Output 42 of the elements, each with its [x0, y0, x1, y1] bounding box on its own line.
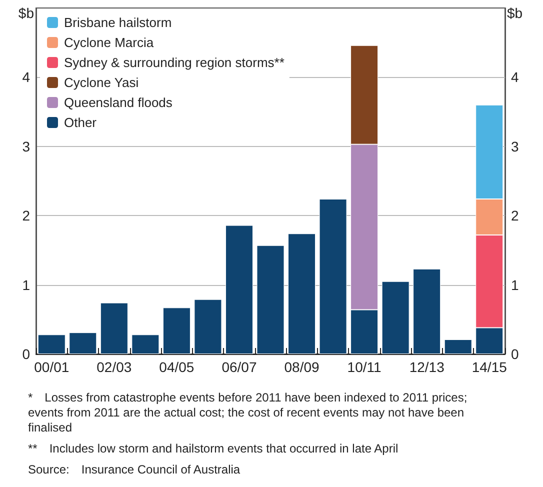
legend-label: Cyclone Yasi [64, 75, 139, 90]
bar [225, 225, 253, 354]
legend-label: Cyclone Marcia [64, 35, 154, 50]
x-tick-label: 14/15 [472, 359, 508, 375]
x-tick-label: 02/03 [96, 359, 132, 375]
bar [100, 302, 128, 354]
y-tick-label: 0 [22, 346, 30, 362]
y-tick-label: 3 [22, 138, 30, 154]
bar [382, 281, 410, 354]
y2-tick-label: 0 [511, 346, 519, 362]
y2-tick-label: 4 [511, 69, 519, 86]
bar [194, 299, 222, 354]
y-tick-label: 1 [22, 276, 30, 293]
y2-tick-label: 2 [511, 208, 519, 224]
bar [319, 198, 347, 354]
x-tick-label: 04/05 [159, 359, 194, 375]
x-tick-label: 06/07 [222, 359, 257, 375]
bar [162, 308, 190, 354]
y-axis-title: $b [18, 5, 34, 21]
legend-label: Queensland floods [64, 95, 173, 110]
source-note: Source: Insurance Council of Australia [28, 462, 240, 476]
text: ** Includes low storm and hailstorm events that occurred in late April [28, 442, 398, 456]
bar [132, 334, 160, 354]
bar [288, 234, 316, 354]
bar [38, 334, 66, 354]
x-tick-label: 12/13 [409, 359, 445, 375]
bar [444, 339, 472, 354]
legend-label: Brisbane hailstorm [64, 15, 172, 30]
y2-tick-label: 1 [511, 276, 519, 293]
bar [413, 268, 441, 354]
x-tick-label: 10/11 [347, 359, 382, 375]
x-tick-label: 08/09 [284, 359, 320, 375]
y-tick-label: 2 [22, 208, 30, 224]
bar [69, 332, 97, 354]
y-tick-label: 4 [22, 69, 30, 86]
text: * Losses from catastrophe events before 2011 have been indexed to 2011 prices; events from 2011 are the actual cost; the cost of recent events may not have been finalised [28, 390, 470, 434]
bar [256, 245, 284, 354]
legend-label: Other [64, 115, 98, 130]
y2-axis-title: $b [507, 5, 523, 21]
y2-tick-label: 3 [511, 138, 519, 154]
legend-label: Sydney & surrounding region storms** [64, 55, 284, 70]
x-tick-label: 00/01 [34, 359, 70, 375]
